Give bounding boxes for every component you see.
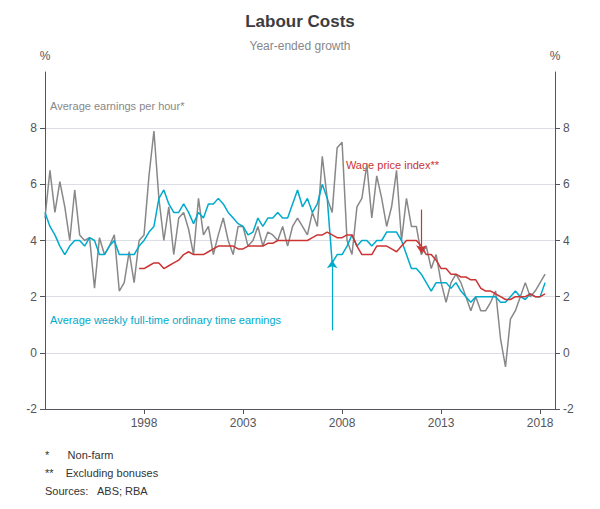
svg-text:%: %	[40, 49, 51, 63]
svg-text:%: %	[550, 49, 561, 63]
svg-text:8: 8	[563, 121, 570, 135]
svg-text:0: 0	[563, 346, 570, 360]
svg-text:2018: 2018	[527, 416, 554, 430]
svg-text:4: 4	[30, 234, 37, 248]
svg-text:Sources: ABS; RBA: Sources: ABS; RBA	[45, 485, 148, 497]
svg-text:Average weekly full-time ordin: Average weekly full-time ordinary time e…	[50, 314, 281, 326]
svg-text:Year-ended growth: Year-ended growth	[250, 39, 351, 53]
svg-text:1998: 1998	[131, 416, 158, 430]
svg-text:6: 6	[563, 177, 570, 191]
svg-text:2003: 2003	[230, 416, 257, 430]
svg-text:Average earnings per hour*: Average earnings per hour*	[50, 100, 185, 112]
svg-text:6: 6	[30, 177, 37, 191]
svg-text:2: 2	[30, 290, 37, 304]
svg-text:4: 4	[563, 234, 570, 248]
svg-text:* Non-farm: * Non-farm	[45, 449, 113, 461]
svg-text:2013: 2013	[428, 416, 455, 430]
svg-text:2: 2	[563, 290, 570, 304]
svg-text:** Excluding bonuses: ** Excluding bonuses	[45, 467, 159, 479]
svg-text:-2: -2	[26, 402, 37, 416]
svg-text:Wage price index**: Wage price index**	[346, 159, 440, 171]
svg-text:0: 0	[30, 346, 37, 360]
svg-text:-2: -2	[563, 402, 574, 416]
svg-text:2008: 2008	[329, 416, 356, 430]
svg-text:8: 8	[30, 121, 37, 135]
svg-text:Labour Costs: Labour Costs	[245, 12, 355, 31]
